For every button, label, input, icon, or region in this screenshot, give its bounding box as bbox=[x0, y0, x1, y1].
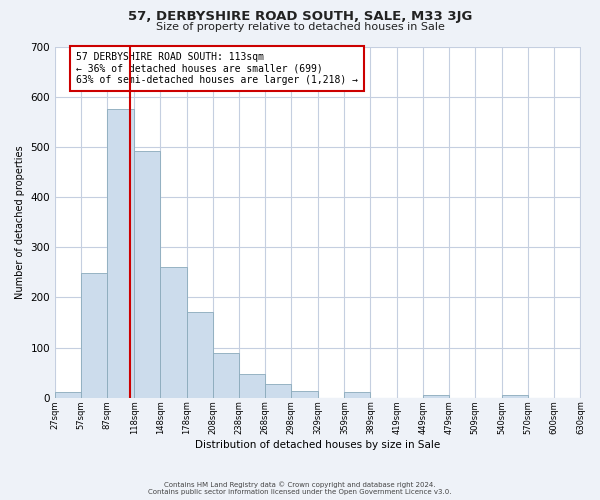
Bar bbox=[55, 392, 81, 398]
Bar bbox=[107, 109, 134, 398]
Text: Contains HM Land Registry data © Crown copyright and database right 2024.
Contai: Contains HM Land Registry data © Crown c… bbox=[148, 482, 452, 495]
Text: 57 DERBYSHIRE ROAD SOUTH: 113sqm
← 36% of detached houses are smaller (699)
63% : 57 DERBYSHIRE ROAD SOUTH: 113sqm ← 36% o… bbox=[76, 52, 358, 85]
Bar bbox=[239, 374, 265, 398]
Bar bbox=[213, 353, 239, 398]
Bar bbox=[160, 268, 187, 398]
Bar bbox=[291, 392, 318, 398]
Text: 57, DERBYSHIRE ROAD SOUTH, SALE, M33 3JG: 57, DERBYSHIRE ROAD SOUTH, SALE, M33 3JG bbox=[128, 10, 472, 23]
Bar bbox=[265, 384, 291, 398]
Text: Size of property relative to detached houses in Sale: Size of property relative to detached ho… bbox=[155, 22, 445, 32]
X-axis label: Distribution of detached houses by size in Sale: Distribution of detached houses by size … bbox=[195, 440, 440, 450]
Bar bbox=[134, 151, 160, 398]
Bar bbox=[423, 396, 449, 398]
Bar bbox=[81, 274, 107, 398]
Y-axis label: Number of detached properties: Number of detached properties bbox=[15, 146, 25, 299]
Bar bbox=[344, 392, 370, 398]
Bar bbox=[502, 396, 528, 398]
Bar bbox=[187, 312, 213, 398]
